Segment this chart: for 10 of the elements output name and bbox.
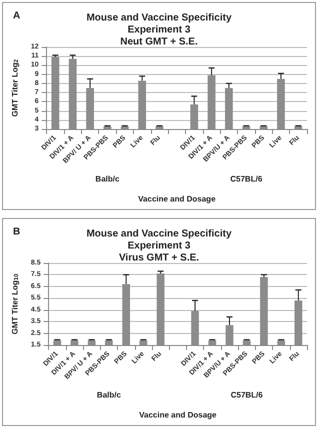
chart-title: Mouse and Vaccine Specificity Experiment 3 Virus GMT + S.E. [86,228,232,264]
text: B [13,226,20,238]
text: Balb/c [96,390,122,400]
text: A [13,10,20,22]
chart-title: Mouse and Vaccine Specificity Experiment 3 Neut GMT + S.E. [86,12,232,48]
text: C57BL/6 [230,390,264,400]
x-axis-title: Vaccine and Dosage [139,410,218,420]
text: Balb/c [95,174,120,184]
x-axis-title: Vaccine and Dosage [138,194,216,204]
text: C57BL/6 [230,174,263,184]
